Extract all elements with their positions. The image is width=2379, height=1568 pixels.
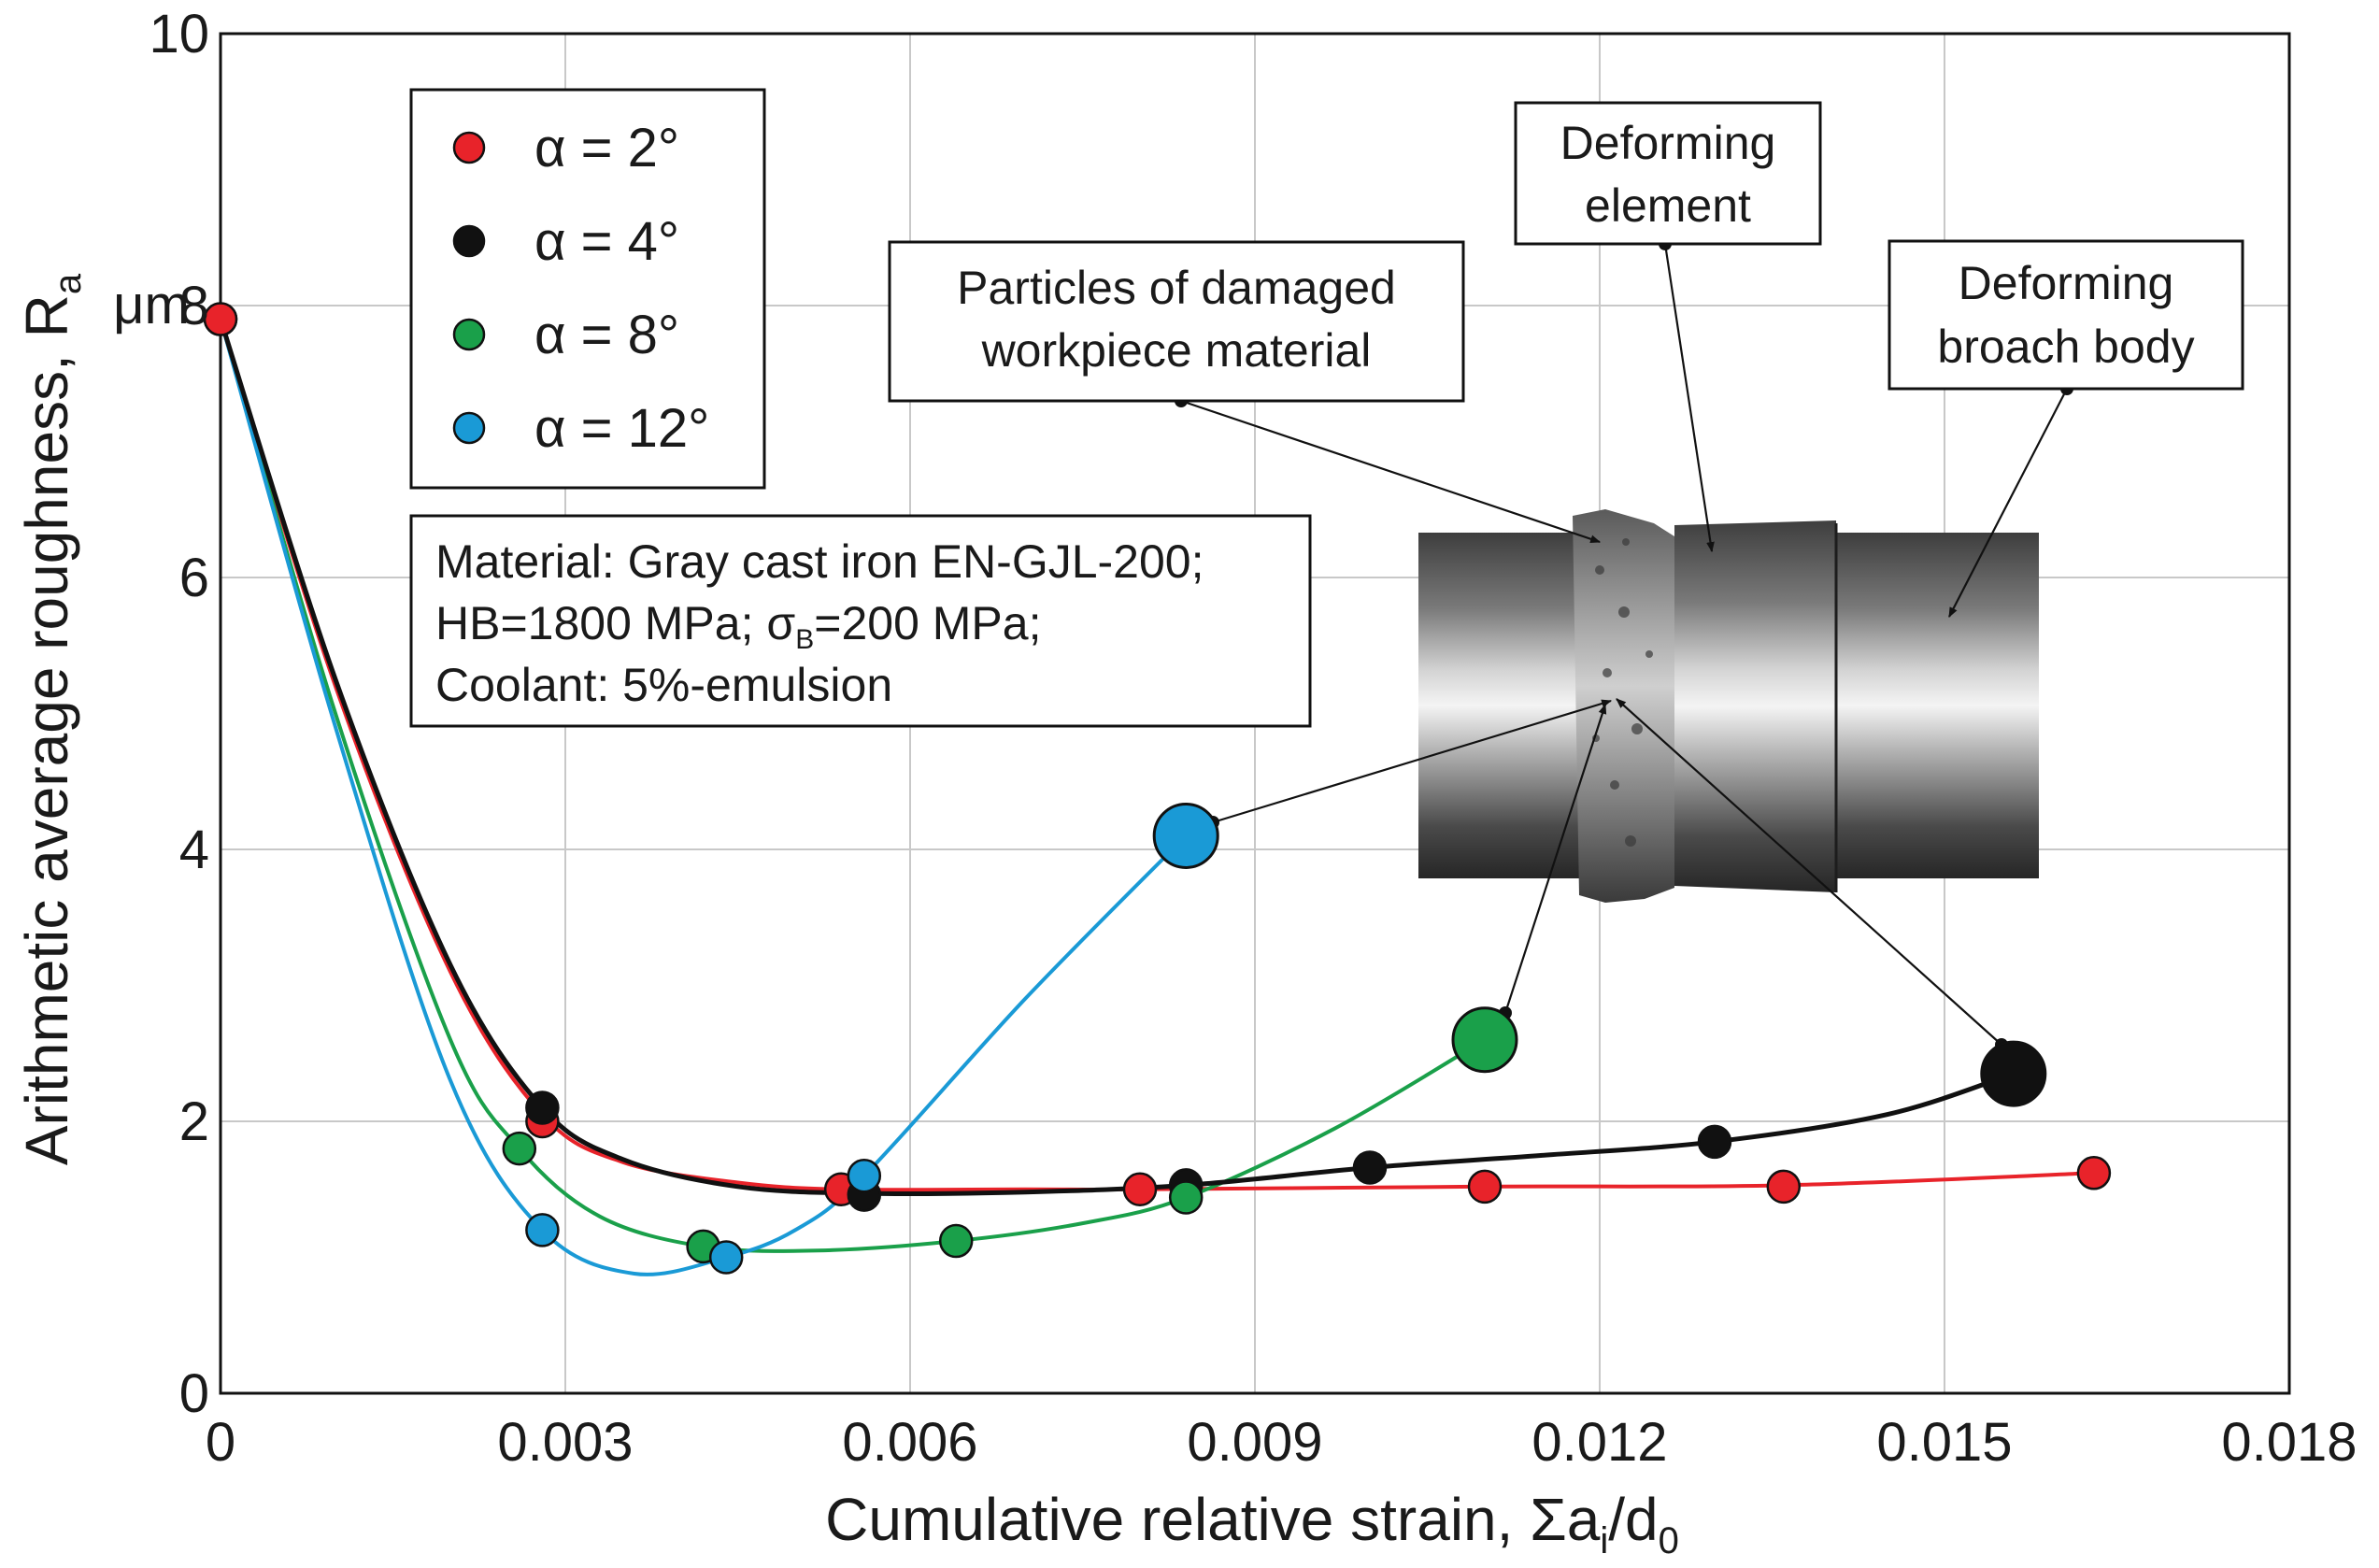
arrow-green-point-to-band [1503,703,1607,1014]
series-line [221,318,1188,1276]
svg-text:Deforming: Deforming [1959,257,2174,309]
data-point [1980,1040,2047,1107]
data-point [1352,1150,1388,1185]
legend-label: α = 8° [534,305,679,365]
note-line-3: Coolant: 5%-emulsion [435,659,892,711]
data-point [1152,802,1219,869]
x-ticks: 0 0.003 0.006 0.009 0.012 0.015 0.018 [206,1412,2358,1473]
legend-label: α = 2° [534,118,679,178]
svg-text:workpiece material: workpiece material [981,324,1372,377]
legend-marker [452,318,486,351]
svg-text:element: element [1585,179,1751,232]
arrow-element-to-photo [1663,243,1715,553]
svg-text:Particles of damaged: Particles of damaged [957,262,1396,314]
arrow-body-to-photo [1948,388,2068,618]
annotation-particles: Particles of damaged workpiece material [888,240,1465,403]
annotation-deforming-broach-body: Deforming broach body [1888,239,2244,391]
note-line-2: HB=1800 MPa; σB=200 MPa; [435,597,1041,655]
x-tick-label: 0.006 [842,1412,977,1473]
data-point [1467,1169,1503,1205]
legend-label: α = 4° [534,211,679,272]
legend-marker [452,411,486,445]
y-ticks: 0 2 4 6 8 10 [149,4,209,1424]
y-tick-label: 6 [179,548,209,608]
data-point [1451,1006,1518,1074]
x-tick-label: 0 [206,1412,235,1473]
arrow-particles-to-photo [1180,399,1602,544]
data-point [1766,1169,1802,1205]
material-note: Material: Gray cast iron EN-GJL-200; HB=… [409,514,1312,728]
y-tick-label: 10 [149,4,209,64]
series-points [203,302,2112,1275]
data-point [525,1090,560,1125]
y-tick-label: 8 [179,276,209,336]
legend-marker [452,131,486,164]
annotation-deforming-element: Deforming element [1514,101,1822,246]
y-tick-label: 4 [179,820,209,880]
x-axis-title: Cumulative relative strain, Σai/d0 [825,1486,1679,1561]
data-point [1168,1180,1204,1215]
data-point [708,1240,744,1275]
series-line [221,318,2094,1192]
x-tick-label: 0.015 [1876,1412,2012,1473]
data-point [525,1213,560,1247]
legend-marker [452,224,486,258]
y-axis-title: Arithmetic average roughness, Ra [13,273,89,1165]
y-tick-label: 0 [179,1363,209,1424]
data-point [1697,1124,1732,1160]
x-tick-label: 0.018 [2221,1412,2357,1473]
data-point [502,1131,537,1166]
broach-body-shape [1836,533,2039,878]
arrow-blue-point-to-band [1212,699,1613,824]
data-point [847,1158,882,1193]
series-line [221,318,2015,1197]
plot-frame [219,32,2291,1395]
svg-text:broach body: broach body [1937,321,2194,373]
legend: α = 2° α = 4° α = 8° α = 12° [409,88,766,490]
start-point [203,302,238,336]
legend-label: α = 12° [534,398,709,459]
data-point [1122,1172,1158,1206]
broach-photo [1418,509,2039,903]
x-tick-label: 0.003 [497,1412,633,1473]
data-point [938,1223,974,1259]
x-tick-label: 0.012 [1531,1412,1667,1473]
y-tick-label: 2 [179,1091,209,1152]
deforming-element-shape [1674,520,1836,892]
x-tick-label: 0.009 [1187,1412,1322,1473]
svg-text:Deforming: Deforming [1560,117,1776,169]
arrow-black-point-to-band [1616,698,2002,1046]
note-line-1: Material: Gray cast iron EN-GJL-200; [435,535,1204,588]
y-axis-unit: μm [113,275,190,335]
data-point [2076,1156,2112,1190]
